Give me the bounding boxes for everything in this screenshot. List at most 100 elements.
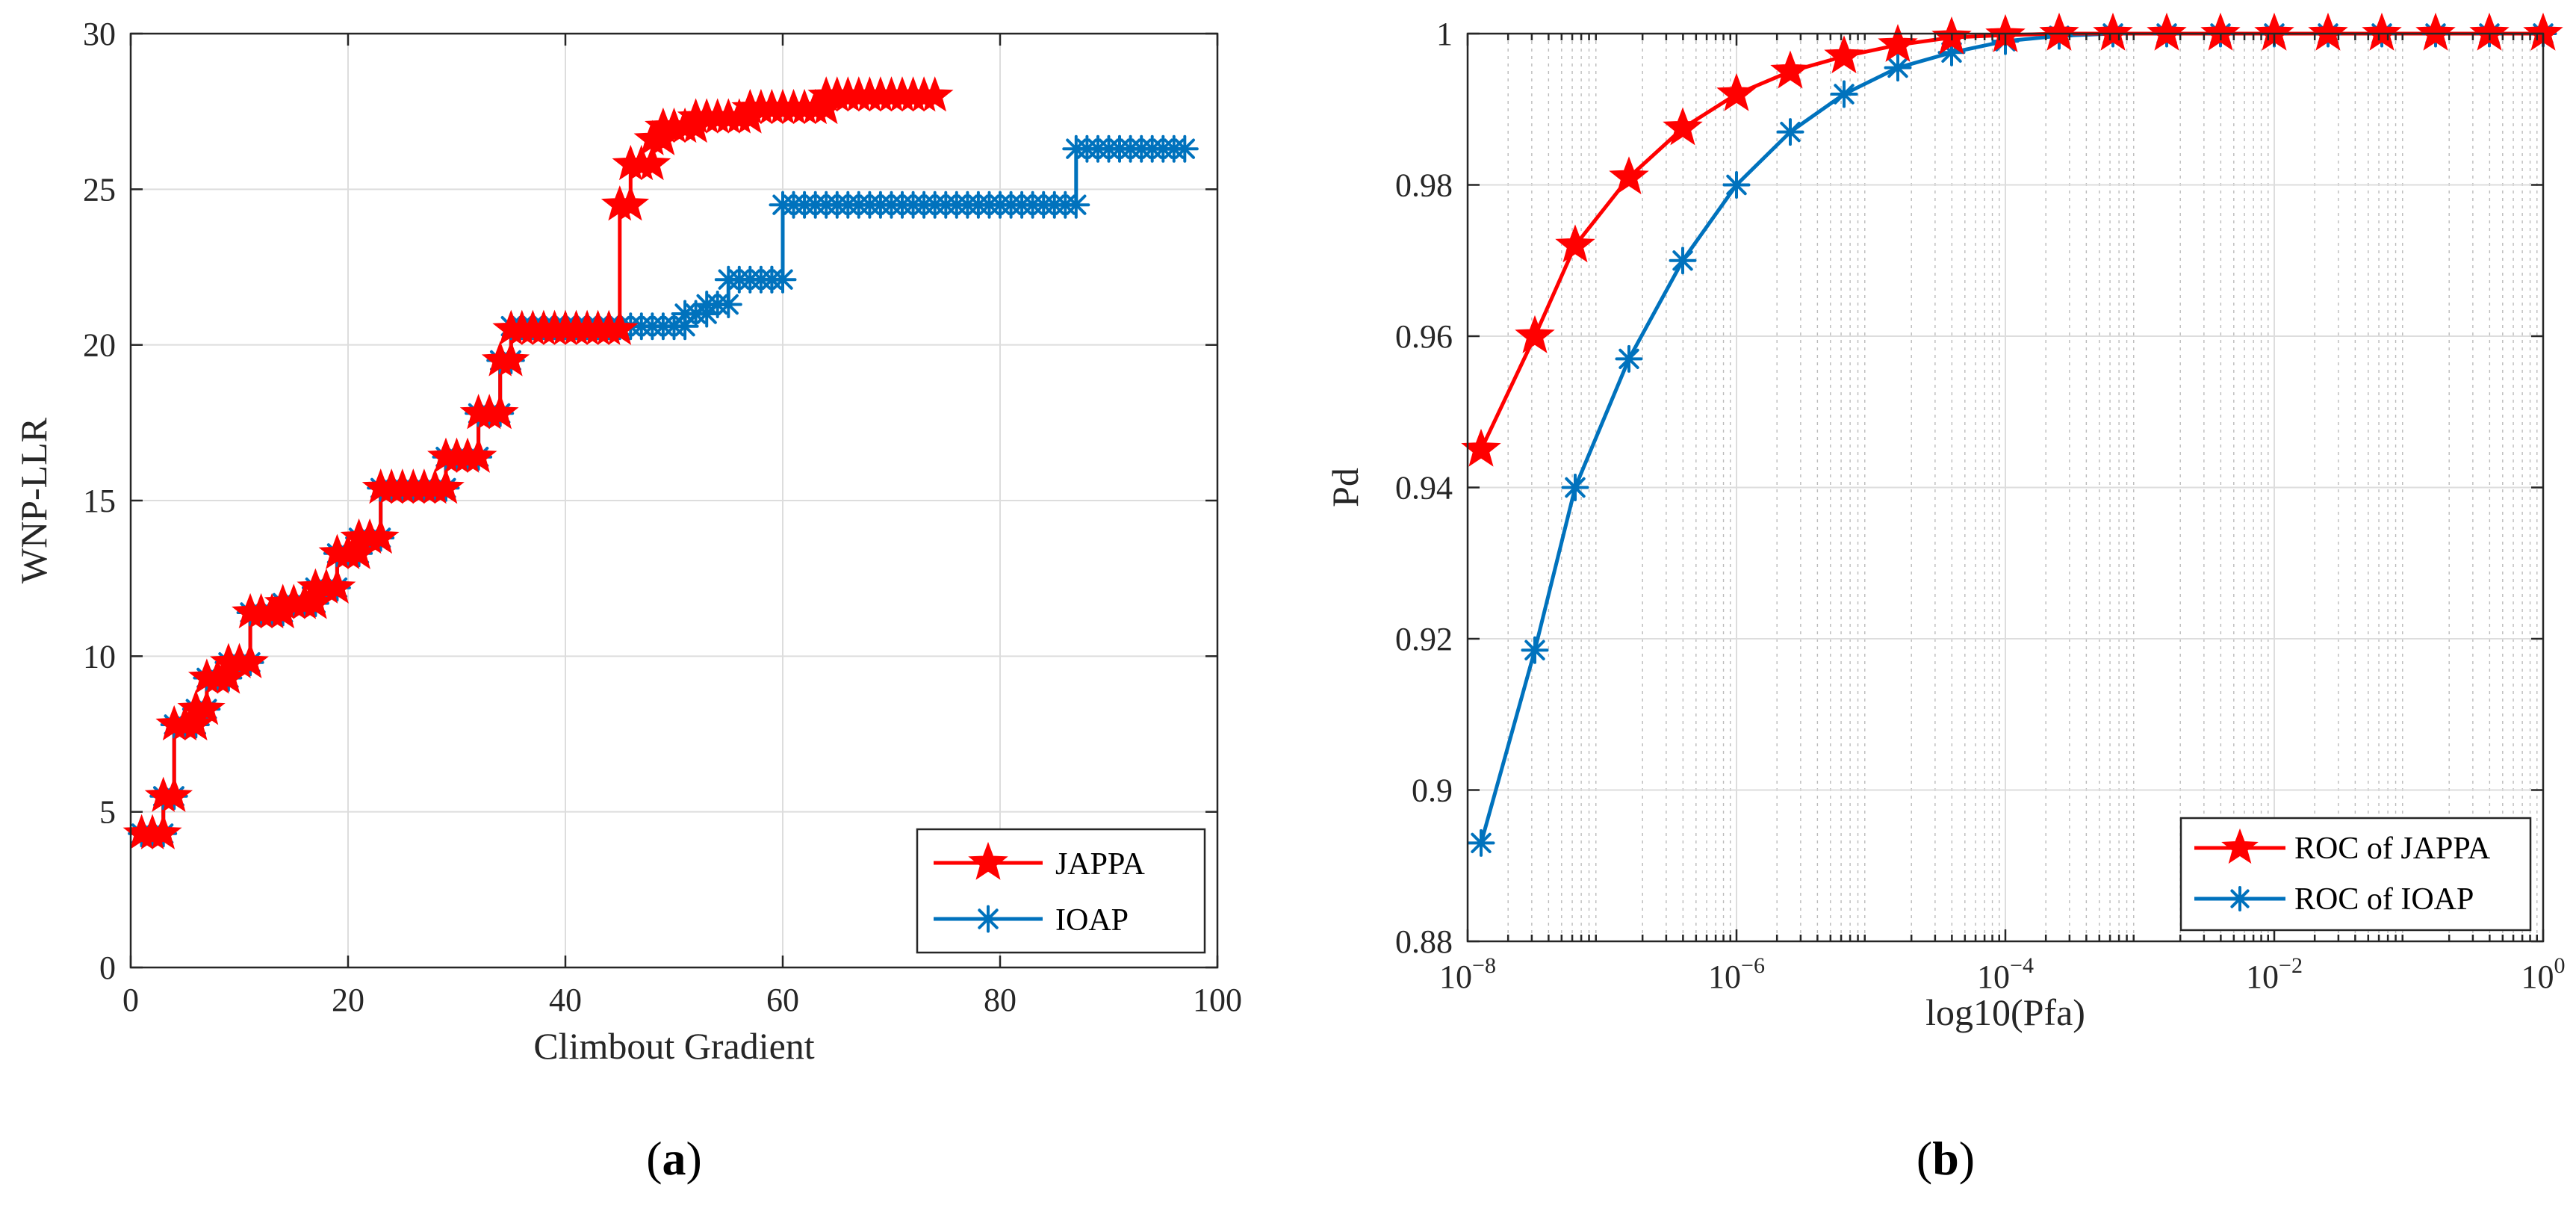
chart-b-legend-jappa-label: ROC of JAPPA xyxy=(2294,832,2491,866)
chart-b-ioap-point xyxy=(1561,474,1589,501)
chart-b-jappa-point xyxy=(1555,224,1595,263)
chart-b-ioap-point xyxy=(1722,171,1751,199)
chart-a-legend-ioap-label: IOAP xyxy=(1055,903,1129,938)
chart-b-x-tick-label: 10−4 xyxy=(1977,953,2034,995)
chart-a-jappa-point xyxy=(481,394,519,430)
chart-b-ioap-point xyxy=(1521,636,1549,664)
chart-a-legend-ioap-marker xyxy=(974,905,1002,933)
chart-b-series-lines xyxy=(1479,31,2543,844)
chart-a: 0 20 40 60 80 100 0 5 10 15 20 25 30 Climbout Gradie… xyxy=(13,16,1242,1185)
chart-a-jappa-point xyxy=(492,341,530,377)
chart-a-grid xyxy=(131,34,1217,967)
chart-a-jappa-point xyxy=(916,76,954,112)
chart-b-y-axis-title: Pd xyxy=(1324,468,1366,507)
chart-a-panel-letter: a xyxy=(662,1132,686,1185)
chart-a-legend-box xyxy=(916,828,1206,954)
chart-a-jappa-point xyxy=(144,814,182,849)
chart-a-jappa-point xyxy=(600,309,639,345)
chart-a-x-tick-label: 100 xyxy=(1193,982,1242,1018)
chart-b-ioap-point xyxy=(1669,247,1697,275)
chart-b-x-tick-label: 10−8 xyxy=(1439,953,1496,995)
chart-b-x-tick-base: 10 xyxy=(1977,959,2010,995)
chart-a-y-tick-label: 25 xyxy=(83,171,116,208)
chart-b-ioap-line xyxy=(1479,31,2543,844)
chart-a-legend-jappa-label: JAPPA xyxy=(1055,847,1146,882)
chart-b-x-tick-exponent: −4 xyxy=(2010,953,2034,978)
chart-b-y-tick-label: 0.98 xyxy=(1395,167,1453,204)
chart-b-jappa-point xyxy=(1824,35,1864,74)
chart-b: 10−8 10−6 10−4 10−2 1000.880.90.920.940.960.… xyxy=(1324,12,2566,1185)
chart-a-x-tick-label: 60 xyxy=(766,982,799,1018)
chart-a-y-axis-title: WNP-LLR xyxy=(13,417,55,583)
chart-a-x-tick-label: 40 xyxy=(549,982,582,1018)
chart-a-jappa-point xyxy=(232,642,269,678)
chart-b-jappa-point xyxy=(2147,12,2187,51)
chart-a-legend-items: JAPPA IOAP xyxy=(934,841,1146,938)
chart-b-jappa-point xyxy=(2415,12,2456,51)
chart-b-jappa-line xyxy=(1479,31,2543,450)
chart-b-jappa-point xyxy=(1770,50,1810,89)
chart-b-y-tick-label: 0.88 xyxy=(1395,923,1453,960)
chart-a-ioap-line xyxy=(141,146,1185,836)
chart-b-x-axis-title: log10(Pfa) xyxy=(1925,991,2085,1033)
chart-b-x-tick-base: 10 xyxy=(1708,959,1741,995)
chart-b-ioap-point xyxy=(1830,80,1858,108)
chart-a-x-tick-label: 20 xyxy=(332,982,364,1018)
chart-b-legend-items: ROC of JAPPA ROC of IOAP xyxy=(2194,828,2491,917)
chart-a-jappa-point xyxy=(633,144,671,181)
chart-a-ioap-point xyxy=(714,291,742,318)
chart-a-y-tick-label: 15 xyxy=(83,483,116,519)
chart-a-y-tick-label: 20 xyxy=(83,327,116,364)
chart-a-ticks: 0 20 40 60 80 100 0 5 10 15 20 25 30 xyxy=(83,16,1242,1018)
chart-a-y-tick-label: 5 xyxy=(99,794,116,831)
chart-b-jappa-point xyxy=(1663,107,1703,146)
chart-a-y-tick-label: 30 xyxy=(83,16,116,52)
chart-b-y-tick-label: 0.9 xyxy=(1412,772,1453,809)
chart-a-series-markers xyxy=(122,76,1199,849)
chart-b-jappa-point xyxy=(2469,12,2510,51)
chart-b-y-tick-label: 1 xyxy=(1436,16,1453,52)
chart-b-legend-jappa-marker xyxy=(2221,828,2259,864)
chart-b-x-tick-exponent: −6 xyxy=(1741,953,1765,978)
chart-b-jappa-point xyxy=(2039,12,2079,51)
chart-b-x-tick-base: 10 xyxy=(1439,959,1472,995)
chart-a-y-tick-label: 10 xyxy=(83,638,116,675)
chart-a-legend: JAPPA IOAP xyxy=(916,828,1206,954)
chart-a-panel-label: (a) xyxy=(646,1132,702,1185)
chart-b-x-tick-base: 10 xyxy=(2246,959,2279,995)
chart-b-jappa-point xyxy=(1609,156,1649,195)
chart-b-legend-ioap-marker xyxy=(2227,886,2253,911)
chart-a-x-tick-label: 0 xyxy=(122,982,139,1018)
chart-b-x-tick-exponent: −2 xyxy=(2279,953,2303,978)
chart-b-x-tick-base: 10 xyxy=(2521,959,2554,995)
chart-a-ioap-point xyxy=(1062,191,1090,219)
chart-b-x-tick-label: 10−6 xyxy=(1708,953,1765,995)
chart-b-jappa-point xyxy=(2362,12,2402,51)
chart-b-legend-ioap-label: ROC of IOAP xyxy=(2294,882,2474,917)
chart-a-ioap-point xyxy=(769,265,797,294)
chart-a-legend-jappa-marker xyxy=(968,841,1008,880)
chart-b-y-tick-label: 0.92 xyxy=(1395,621,1453,657)
chart-b-jappa-point xyxy=(1716,72,1757,111)
chart-b-grid xyxy=(1468,34,2543,941)
chart-b-y-tick-label: 0.96 xyxy=(1395,318,1453,355)
chart-a-jappa-point xyxy=(318,568,356,604)
chart-a-jappa-point xyxy=(459,437,497,473)
chart-b-ioap-point xyxy=(1776,118,1804,146)
chart-a-x-tick-label: 80 xyxy=(984,982,1017,1018)
chart-b-x-tick-label: 100 xyxy=(2521,953,2566,995)
chart-b-ioap-point xyxy=(1937,38,1966,66)
chart-b-ioap-point xyxy=(1884,54,1912,82)
chart-a-jappa-point xyxy=(427,468,465,504)
chart-a-jappa-point xyxy=(612,185,650,221)
chart-b-panel-letter: b xyxy=(1932,1132,1959,1185)
chart-a-jappa-point xyxy=(187,690,226,725)
chart-b-series-markers xyxy=(1461,12,2563,857)
chart-a-jappa-point xyxy=(361,518,400,554)
chart-b-x-tick-label: 10−2 xyxy=(2246,953,2303,995)
chart-a-x-axis-title: Climbout Gradient xyxy=(533,1025,814,1067)
chart-b-jappa-point xyxy=(1515,315,1555,353)
chart-a-jappa-point xyxy=(155,776,193,812)
